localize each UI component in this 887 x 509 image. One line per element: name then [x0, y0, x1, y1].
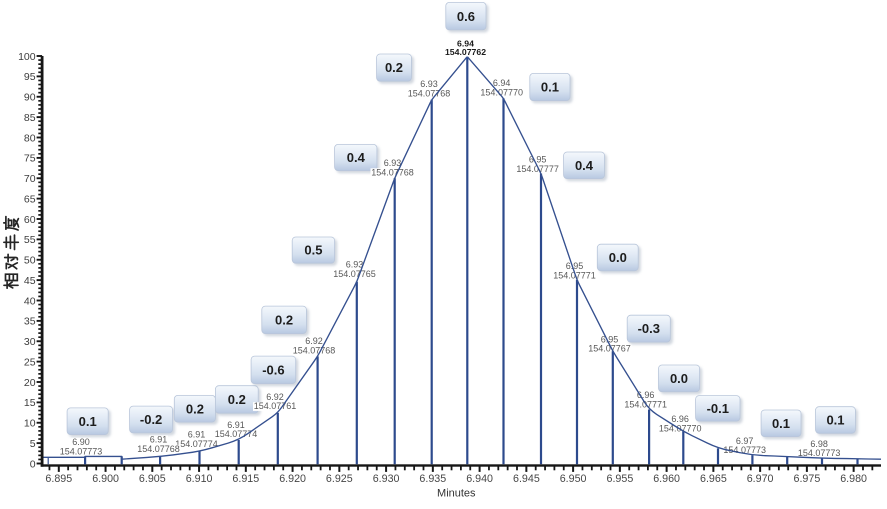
svg-text:20: 20 [24, 377, 36, 389]
svg-text:0.1: 0.1 [772, 416, 790, 431]
svg-text:0.1: 0.1 [826, 413, 844, 428]
svg-text:154.07768: 154.07768 [137, 444, 180, 454]
svg-text:60: 60 [24, 214, 36, 226]
svg-text:6.92: 6.92 [266, 392, 284, 402]
svg-text:6.97: 6.97 [736, 436, 754, 446]
svg-text:6.945: 6.945 [513, 473, 540, 485]
svg-text:0.0: 0.0 [609, 250, 627, 265]
svg-text:6.965: 6.965 [700, 473, 727, 485]
svg-text:0.4: 0.4 [347, 150, 366, 165]
svg-text:0.4: 0.4 [575, 158, 594, 173]
svg-text:154.07768: 154.07768 [408, 88, 451, 98]
svg-text:5: 5 [30, 438, 36, 450]
svg-text:0.5: 0.5 [304, 243, 322, 258]
svg-text:6.95: 6.95 [566, 261, 584, 271]
svg-text:6.925: 6.925 [326, 473, 353, 485]
svg-text:50: 50 [24, 255, 36, 267]
svg-text:6.975: 6.975 [794, 473, 821, 485]
svg-text:154.07768: 154.07768 [371, 167, 414, 177]
svg-text:6.91: 6.91 [188, 430, 206, 440]
svg-text:0.2: 0.2 [228, 392, 246, 407]
svg-text:6.940: 6.940 [466, 473, 493, 485]
svg-text:-0.6: -0.6 [262, 363, 284, 378]
svg-text:70: 70 [24, 173, 36, 185]
svg-text:6.94: 6.94 [493, 78, 511, 88]
svg-text:6.95: 6.95 [529, 155, 547, 165]
svg-text:0.6: 0.6 [457, 9, 475, 24]
svg-text:154.07768: 154.07768 [293, 345, 336, 355]
svg-text:6.93: 6.93 [384, 158, 402, 168]
svg-text:6.955: 6.955 [607, 473, 634, 485]
svg-text:35: 35 [24, 316, 36, 328]
svg-text:6.935: 6.935 [419, 473, 446, 485]
svg-text:0.2: 0.2 [385, 60, 403, 75]
svg-text:154.07762: 154.07762 [445, 47, 486, 57]
svg-text:6.95: 6.95 [601, 334, 619, 344]
svg-text:6.93: 6.93 [420, 79, 438, 89]
svg-text:0.2: 0.2 [275, 313, 293, 328]
svg-text:0.0: 0.0 [670, 371, 688, 386]
svg-text:154.07773: 154.07773 [798, 448, 841, 458]
svg-text:6.930: 6.930 [373, 473, 400, 485]
svg-text:6.910: 6.910 [186, 473, 213, 485]
svg-text:154.07761: 154.07761 [254, 401, 297, 411]
svg-text:0.1: 0.1 [79, 414, 97, 429]
svg-text:10: 10 [24, 418, 36, 430]
svg-text:55: 55 [24, 234, 36, 246]
svg-text:90: 90 [24, 92, 36, 104]
svg-text:6.905: 6.905 [139, 473, 166, 485]
svg-text:6.90: 6.90 [72, 437, 90, 447]
svg-text:154.07765: 154.07765 [333, 269, 376, 279]
svg-text:6.900: 6.900 [92, 473, 119, 485]
svg-text:6.93: 6.93 [346, 260, 364, 270]
svg-text:75: 75 [24, 153, 36, 165]
svg-text:40: 40 [24, 295, 36, 307]
svg-text:154.07777: 154.07777 [516, 164, 559, 174]
svg-text:6.98: 6.98 [810, 439, 828, 449]
svg-text:-0.3: -0.3 [638, 321, 660, 336]
svg-text:80: 80 [24, 132, 36, 144]
svg-text:6.960: 6.960 [653, 473, 680, 485]
svg-text:6.950: 6.950 [560, 473, 587, 485]
svg-text:154.07773: 154.07773 [723, 445, 766, 455]
svg-text:-0.2: -0.2 [140, 412, 162, 427]
svg-text:85: 85 [24, 112, 36, 124]
svg-text:0.1: 0.1 [541, 80, 559, 95]
svg-text:30: 30 [24, 336, 36, 348]
svg-text:6.91: 6.91 [150, 435, 168, 445]
svg-text:154.07773: 154.07773 [60, 446, 103, 456]
svg-text:Minutes: Minutes [437, 488, 476, 500]
svg-text:154.07767: 154.07767 [588, 344, 631, 354]
svg-text:65: 65 [24, 193, 36, 205]
svg-text:6.980: 6.980 [840, 473, 867, 485]
svg-text:45: 45 [24, 275, 36, 287]
svg-text:0: 0 [30, 458, 36, 470]
svg-text:15: 15 [24, 397, 36, 409]
svg-text:-0.1: -0.1 [707, 401, 729, 416]
svg-text:100: 100 [18, 51, 36, 63]
svg-text:154.07771: 154.07771 [553, 270, 596, 280]
svg-text:6.91: 6.91 [227, 420, 245, 430]
svg-text:154.07774: 154.07774 [175, 439, 218, 449]
svg-text:6.895: 6.895 [45, 473, 72, 485]
svg-text:6.920: 6.920 [279, 473, 306, 485]
svg-text:6.92: 6.92 [305, 336, 323, 346]
svg-text:6.94: 6.94 [457, 38, 474, 48]
svg-text:6.96: 6.96 [671, 414, 689, 424]
svg-text:95: 95 [24, 71, 36, 83]
svg-text:154.07774: 154.07774 [215, 429, 258, 439]
svg-text:6.915: 6.915 [232, 473, 259, 485]
svg-text:25: 25 [24, 356, 36, 368]
svg-text:6.970: 6.970 [747, 473, 774, 485]
svg-text:0.2: 0.2 [186, 401, 204, 416]
svg-text:154.07770: 154.07770 [480, 87, 523, 97]
svg-text:6.96: 6.96 [637, 390, 655, 400]
